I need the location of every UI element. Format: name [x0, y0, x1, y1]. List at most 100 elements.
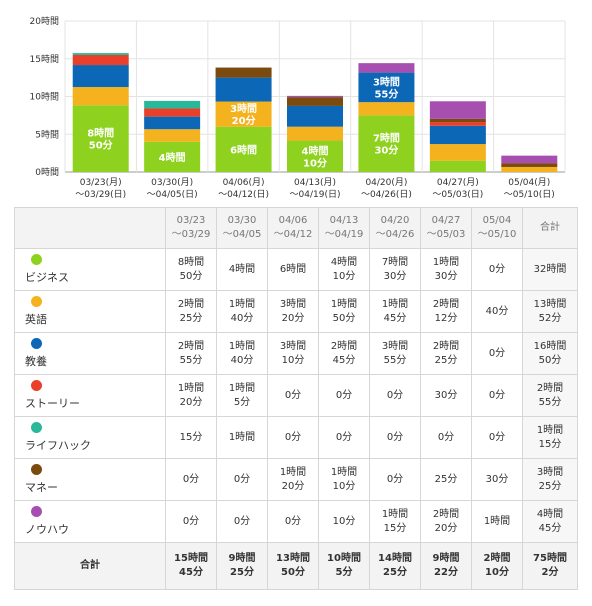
header-week: 03/23 〜03/29 [165, 207, 217, 249]
cell-line-1: 2時間 [177, 340, 205, 352]
cell-line-1: 0分 [233, 515, 251, 527]
cell-line-2: 20分 [434, 522, 458, 534]
time-cell: 2時間 55分 [165, 332, 217, 375]
cell-line-1: 2時間 [483, 553, 511, 564]
cell-line-1: 1時間 [483, 515, 511, 527]
cell-line-1: 1時間 [330, 466, 358, 478]
time-cell: 0分 [216, 458, 268, 501]
time-cell: 7時間 30分 [369, 248, 421, 291]
cell-line-1: 04/20 [380, 215, 410, 226]
cell-line-1: 03/30 [227, 215, 257, 226]
cell-line-1: 1時間 [536, 424, 564, 436]
cell-line-1: 9時間 [228, 553, 256, 564]
header-week: 05/04 〜05/10 [471, 207, 523, 249]
time-cell: 0分 [471, 374, 523, 417]
time-cell: 0分 [318, 416, 370, 459]
time-cell: 25分 [420, 458, 472, 501]
category-name: ビジネス [25, 271, 69, 284]
time-cell: 0分 [318, 374, 370, 417]
row-total-cell: 2時間 55分 [522, 374, 578, 417]
time-cell: 1時間 40分 [216, 332, 268, 375]
total-cell: 10時間 5分 [318, 542, 370, 590]
cell-line-1: 0分 [284, 431, 302, 443]
header-week: 04/27 〜05/03 [420, 207, 472, 249]
cell-line-2: 50分 [281, 567, 305, 578]
bar-segment-business [72, 105, 129, 172]
cell-line-2: 30分 [383, 270, 407, 282]
cell-line-2: 2分 [541, 567, 559, 578]
cell-line-1: 0分 [488, 347, 506, 359]
cell-line-1: 0分 [386, 473, 404, 485]
bar-segment-business [429, 160, 486, 172]
category-name: ストーリー [25, 397, 80, 410]
cell-line-2: 〜03/29 [171, 229, 211, 240]
cell-line-1: 03/23 [176, 215, 206, 226]
cell-line-2: 〜04/26 [375, 229, 415, 240]
cell-line-1: 0分 [488, 431, 506, 443]
stacked-bar-chart: 0時間 5時間 10時間 15時間 20時間 03/23(月) 〜03/29(日) 03/30… [0, 0, 592, 200]
cell-line-1: 1時間 [432, 256, 460, 268]
time-cell: 1時間 10分 [318, 458, 370, 501]
cell-line-2: 5分 [233, 396, 251, 408]
cell-line-2: 25分 [434, 354, 458, 366]
cell-line-1: 30分 [485, 473, 509, 485]
cell-line-1: 2時間 [330, 340, 358, 352]
time-cell: 1時間 20分 [165, 374, 217, 417]
cell-line-1: 1時間 [177, 382, 205, 394]
table-total-row: 合計 15時間 45分 9時間 25分 13時間 50分 10時間 5分 14時間 25分 9時間 22… [14, 542, 578, 590]
cell-line-2: 45分 [179, 567, 203, 578]
table-row: マネー 0分 0分 1時間 20分 1時間 10分 0分 25分 30分 3時間 25分 [14, 458, 578, 501]
y-tick-label: 10時間 [30, 92, 59, 103]
table-row: ビジネス 8時間 50分 4時間 6時間 4時間 10分 7時間 30分 1時間 30分 0分 32時間 [14, 248, 578, 291]
total-cell: 13時間 50分 [267, 542, 319, 590]
cell-line-1: 2時間 [432, 340, 460, 352]
time-cell: 2時間 12分 [420, 290, 472, 333]
bar-segment-english [429, 144, 486, 161]
cell-line-1: 9時間 [432, 553, 460, 564]
cell-line-1: 14時間 [378, 553, 412, 564]
cell-line-2: 〜04/12 [273, 229, 313, 240]
time-cell: 1時間 50分 [318, 290, 370, 333]
cell-line-1: 3時間 [279, 298, 307, 310]
category-cell: ビジネス [14, 248, 166, 291]
cell-line-1: 0分 [386, 431, 404, 443]
cell-line-2: 40分 [230, 354, 254, 366]
bar-segment-money [501, 163, 558, 167]
cell-line-1: 4時間 [536, 508, 564, 520]
time-cell: 0分 [369, 416, 421, 459]
bar-data-label: 10分 [303, 156, 327, 169]
cell-line-1: 40分 [485, 305, 509, 317]
cell-line-1: 0分 [335, 431, 353, 443]
cell-line-1: 05/04 [482, 215, 512, 226]
time-cell: 8時間 50分 [165, 248, 217, 291]
bar-data-label: 8時間 [87, 127, 114, 140]
cell-line-2: 〜04/19 [324, 229, 364, 240]
cell-line-1: 1時間 [228, 298, 256, 310]
bar-data-label: 30分 [374, 144, 398, 157]
bar-segment-money [287, 97, 343, 106]
category-name: ノウハウ [25, 523, 69, 536]
summary-table-wrap: 03/23 〜03/29 03/30 〜04/05 04/06 〜04/12 04/13 〜0… [14, 207, 578, 590]
time-cell: 3時間 10分 [267, 332, 319, 375]
cell-line-2: 15分 [538, 438, 562, 450]
cell-line-2: 22分 [434, 567, 458, 578]
y-tick-label: 15時間 [30, 54, 59, 65]
table-header-row: 03/23 〜03/29 03/30 〜04/05 04/06 〜04/12 04/13 〜0… [14, 207, 578, 249]
total-cell: 15時間 45分 [165, 542, 217, 590]
cell-line-2: 10分 [281, 354, 305, 366]
cell-line-1: 30分 [434, 389, 458, 401]
cell-line-1: 8時間 [177, 256, 205, 268]
time-cell: 3時間 20分 [267, 290, 319, 333]
x-tick-label: 〜05/03(日) [432, 189, 483, 200]
cell-line-2: 55分 [383, 354, 407, 366]
cell-line-1: 4時間 [330, 256, 358, 268]
time-cell: 15分 [165, 416, 217, 459]
time-cell: 1時間 45分 [369, 290, 421, 333]
cell-line-1: 4時間 [228, 263, 256, 275]
cell-line-1: 0分 [182, 515, 200, 527]
bar-segment-business [215, 126, 272, 172]
bar-segment-english [72, 87, 129, 106]
cell-line-1: 04/06 [278, 215, 308, 226]
y-tick-label: 20時間 [30, 16, 59, 27]
time-cell: 10分 [318, 500, 370, 543]
